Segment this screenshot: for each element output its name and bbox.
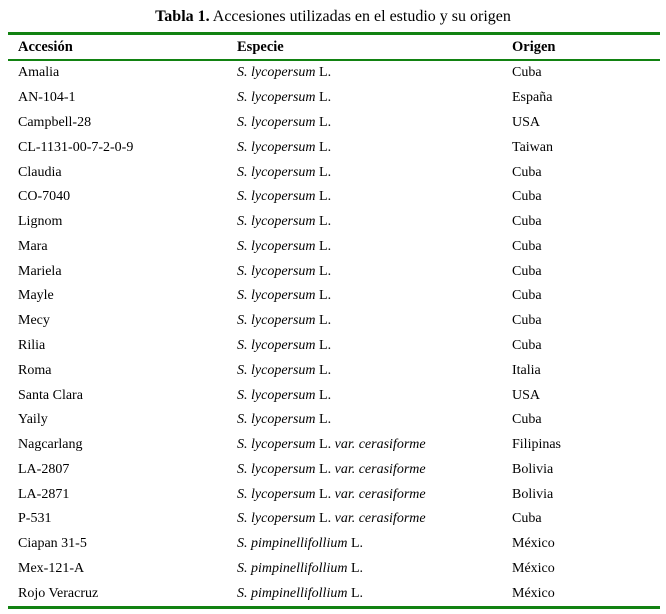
species-cell: S. pimpinellifollium L.	[237, 536, 364, 552]
origin-cell: Italia	[512, 362, 541, 378]
accession-cell: Yaily	[18, 412, 48, 428]
accession-cell: Lignom	[18, 214, 63, 230]
species-cell: S. lycopersum L. var. cerasiforme	[237, 486, 426, 502]
accession-cell: Rilia	[18, 337, 46, 353]
accession-cell: AN-104-1	[18, 90, 76, 106]
species-cell: S. lycopersum L.	[237, 139, 332, 155]
origin-cell: Cuba	[512, 263, 542, 279]
species-cell: S. lycopersum L.	[237, 65, 332, 81]
table-body: Amalia S. lycopersum L. Cuba AN-104-1 S. lyc…	[8, 60, 660, 608]
origin-cell: USA	[512, 387, 541, 403]
table-row: Ciapan 31-5 S. pimpinellifollium L. México	[8, 532, 660, 557]
accession-cell: CO-7040	[18, 189, 71, 205]
species-cell: S. pimpinellifollium L.	[237, 585, 364, 601]
origin-cell: Cuba	[512, 288, 542, 304]
table-row: Mecy S. lycopersum L. Cuba	[8, 309, 660, 334]
origin-cell: USA	[512, 114, 541, 130]
table-row: Claudia S. lycopersum L. Cuba	[8, 160, 660, 185]
accession-cell: Nagcarlang	[18, 437, 83, 453]
origin-cell: Bolivia	[512, 486, 554, 502]
species-cell: S. lycopersum L. var. cerasiforme	[237, 461, 426, 477]
origin-cell: Cuba	[512, 238, 542, 254]
table-title-text: Accesiones utilizadas en el estudio y su…	[209, 8, 511, 25]
accession-cell: P-531	[18, 511, 52, 527]
origin-cell: Taiwan	[512, 139, 554, 155]
origin-cell: Cuba	[512, 189, 542, 205]
species-cell: S. lycopersum L.	[237, 412, 332, 428]
origin-cell: Bolivia	[512, 461, 554, 477]
accession-cell: Mecy	[18, 313, 50, 329]
column-header-species: Especie	[237, 33, 512, 61]
species-cell: S. lycopersum L.	[237, 288, 332, 304]
accession-cell: Claudia	[18, 164, 62, 180]
table-row: Roma S. lycopersum L. Italia	[8, 358, 660, 383]
accession-cell: Campbell-28	[18, 114, 92, 130]
table-row: LA-2807 S. lycopersum L. var. cerasiforme…	[8, 458, 660, 483]
accession-cell: Mariela	[18, 263, 62, 279]
column-header-accession: Accesión	[8, 33, 237, 61]
table-row: LA-2871 S. lycopersum L. var. cerasiforme…	[8, 482, 660, 507]
species-cell: S. lycopersum L.	[237, 164, 332, 180]
accessions-table: Accesión Especie Origen Amalia S. lycoper…	[8, 32, 660, 610]
origin-cell: Cuba	[512, 164, 542, 180]
table-row: Rojo Veracruz S. pimpinellifollium L. Méxi…	[8, 581, 660, 607]
table-row: Amalia S. lycopersum L. Cuba	[8, 60, 660, 86]
accession-cell: Amalia	[18, 65, 60, 81]
accession-cell: LA-2871	[18, 486, 70, 502]
table-row: Campbell-28 S. lycopersum L. USA	[8, 111, 660, 136]
table-row: Santa Clara S. lycopersum L. USA	[8, 383, 660, 408]
species-cell: S. lycopersum L.	[237, 362, 332, 378]
species-cell: S. lycopersum L.	[237, 114, 332, 130]
species-cell: S. lycopersum L.	[237, 263, 332, 279]
table-row: AN-104-1 S. lycopersum L. España	[8, 86, 660, 111]
origin-cell: Cuba	[512, 511, 542, 527]
origin-cell: México	[512, 536, 555, 552]
table-row: Mayle S. lycopersum L. Cuba	[8, 284, 660, 309]
accession-cell: Roma	[18, 362, 52, 378]
column-header-origin: Origen	[512, 33, 660, 61]
table-row: P-531 S. lycopersum L. var. cerasiforme Cu…	[8, 507, 660, 532]
origin-cell: España	[512, 90, 553, 106]
table-row: Mara S. lycopersum L. Cuba	[8, 234, 660, 259]
accession-cell: Mex-121-A	[18, 561, 85, 577]
table-title: Tabla 1. Accesiones utilizadas en el est…	[0, 0, 666, 27]
accession-cell: Rojo Veracruz	[18, 585, 99, 601]
table-row: Lignom S. lycopersum L. Cuba	[8, 210, 660, 235]
species-cell: S. lycopersum L.	[237, 238, 332, 254]
species-cell: S. lycopersum L. var. cerasiforme	[237, 511, 426, 527]
table-row: Mariela S. lycopersum L. Cuba	[8, 259, 660, 284]
accession-cell: Ciapan 31-5	[18, 536, 87, 552]
origin-cell: Cuba	[512, 412, 542, 428]
species-cell: S. lycopersum L.	[237, 214, 332, 230]
origin-cell: Cuba	[512, 337, 542, 353]
table-row: Rilia S. lycopersum L. Cuba	[8, 334, 660, 359]
table-row: Yaily S. lycopersum L. Cuba	[8, 408, 660, 433]
species-cell: S. lycopersum L.	[237, 189, 332, 205]
origin-cell: México	[512, 561, 555, 577]
table-row: CO-7040 S. lycopersum L. Cuba	[8, 185, 660, 210]
origin-cell: México	[512, 585, 555, 601]
table-row: Nagcarlang S. lycopersum L. var. cerasifo…	[8, 433, 660, 458]
species-cell: S. lycopersum L.	[237, 313, 332, 329]
accession-cell: Mayle	[18, 288, 54, 304]
header-row: Accesión Especie Origen	[8, 33, 660, 61]
species-cell: S. lycopersum L.	[237, 387, 332, 403]
species-cell: S. lycopersum L. var. cerasiforme	[237, 437, 426, 453]
table-title-number: Tabla 1.	[155, 8, 210, 25]
species-cell: S. lycopersum L.	[237, 90, 332, 106]
accession-cell: Mara	[18, 238, 48, 254]
species-cell: S. pimpinellifollium L.	[237, 561, 364, 577]
origin-cell: Filipinas	[512, 437, 562, 453]
species-cell: S. lycopersum L.	[237, 337, 332, 353]
table-row: CL-1131-00-7-2-0-9 S. lycopersum L. Taiwan	[8, 135, 660, 160]
origin-cell: Cuba	[512, 65, 542, 81]
origin-cell: Cuba	[512, 313, 542, 329]
origin-cell: Cuba	[512, 214, 542, 230]
accession-cell: CL-1131-00-7-2-0-9	[18, 139, 134, 155]
accession-cell: LA-2807	[18, 461, 70, 477]
table-row: Mex-121-A S. pimpinellifollium L. México	[8, 557, 660, 582]
accession-cell: Santa Clara	[18, 387, 83, 403]
